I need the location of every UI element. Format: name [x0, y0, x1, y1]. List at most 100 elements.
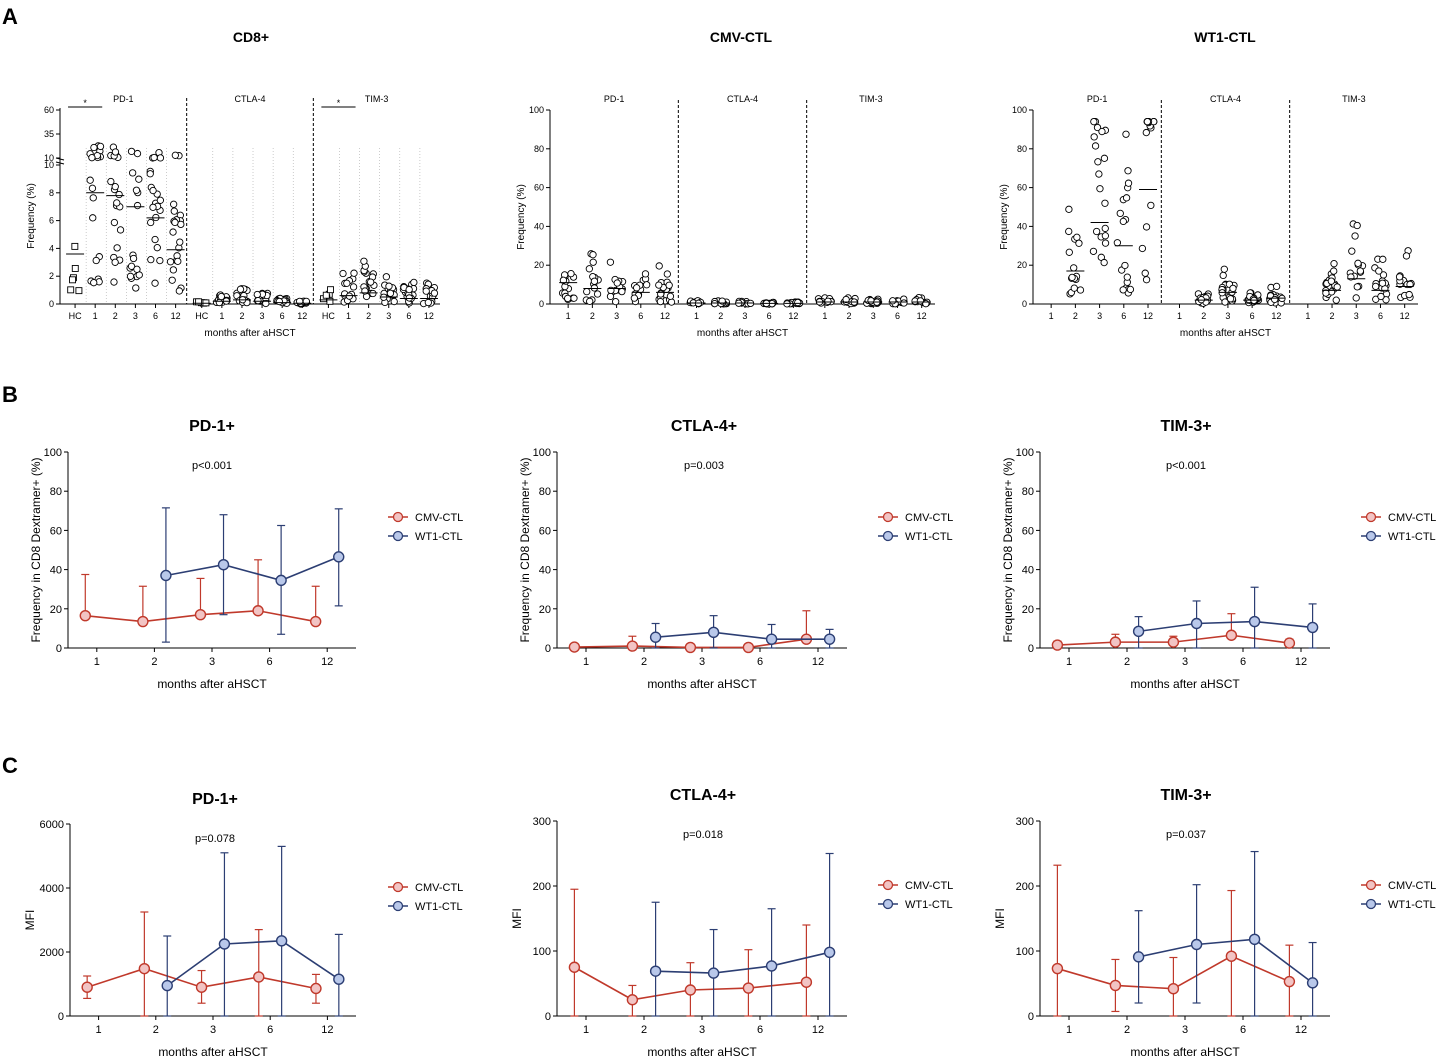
y-tick-label: 2000 — [40, 947, 64, 959]
series-point — [742, 641, 755, 654]
x-tick-label: 6 — [267, 1024, 273, 1036]
data-point — [1272, 282, 1281, 291]
y-axis-label: MFI — [23, 910, 37, 931]
data-point — [1070, 264, 1078, 272]
legend-marker — [882, 898, 894, 910]
x-tick-label: 2 — [718, 311, 723, 321]
x-tick-label: 12 — [812, 1024, 824, 1036]
series-point — [626, 640, 639, 652]
x-tick-label: 2 — [590, 311, 595, 321]
data-point — [1075, 239, 1083, 247]
x-tick-label: 3 — [1182, 1024, 1188, 1036]
y-axis-label: Frequency (%) — [26, 183, 37, 249]
legend-marker — [392, 900, 404, 912]
x-tick-label: 12 — [321, 656, 333, 668]
data-point — [559, 276, 568, 284]
x-tick-label: 12 — [1400, 311, 1410, 321]
y-tick-label: 100 — [1016, 946, 1034, 958]
panel-label-c: C — [2, 753, 18, 778]
y-tick-label: 200 — [1016, 881, 1034, 893]
data-point — [1333, 283, 1341, 291]
y-tick-label: 10 — [44, 153, 54, 163]
data-point — [339, 269, 347, 278]
series-point — [195, 981, 208, 993]
x-axis-label: months after aHSCT — [647, 677, 757, 691]
data-point — [667, 298, 676, 306]
legend-marker — [1365, 530, 1377, 542]
x-tick-label: 6 — [1240, 656, 1246, 668]
series-point — [1283, 975, 1296, 988]
group-label: PD-1 — [604, 94, 625, 104]
data-point — [1076, 286, 1085, 294]
series-point — [161, 979, 173, 992]
y-tick-label: 20 — [50, 604, 62, 616]
series-point — [1190, 938, 1203, 951]
x-tick-label: 2 — [151, 656, 157, 668]
data-point — [1065, 248, 1073, 256]
p-value: p<0.001 — [1166, 460, 1206, 472]
x-tick-label: 6 — [895, 311, 900, 321]
data-point — [1330, 260, 1338, 268]
y-tick-label: 0 — [58, 1011, 64, 1023]
data-point — [236, 285, 245, 293]
data-point — [612, 298, 620, 306]
x-tick-label: 2 — [1124, 1024, 1130, 1036]
data-point — [132, 186, 141, 194]
data-point — [593, 290, 602, 298]
data-point — [1352, 294, 1360, 302]
y-tick-label: 100 — [533, 447, 551, 459]
y-tick-label: 60 — [1022, 525, 1034, 537]
y-tick-label: 6 — [49, 216, 54, 226]
legend-label: WT1-CTL — [905, 899, 953, 911]
data-point — [1221, 298, 1229, 306]
data-point — [133, 265, 141, 273]
x-tick-label: 2 — [641, 656, 647, 668]
series-point — [765, 960, 778, 972]
x-tick-label: 2 — [366, 311, 371, 321]
data-point — [110, 218, 119, 227]
data-point — [583, 287, 591, 296]
data-point — [127, 262, 136, 270]
data-point — [1405, 290, 1413, 299]
x-tick-label: 1 — [583, 1024, 589, 1036]
series-point — [79, 609, 91, 622]
data-point — [170, 207, 178, 215]
y-tick-label: 4000 — [40, 883, 64, 895]
x-tick-label: 2 — [641, 1024, 647, 1036]
data-point — [1395, 273, 1404, 281]
x-tick-label: 6 — [1121, 311, 1126, 321]
data-point — [1101, 199, 1109, 207]
data-point — [360, 257, 368, 265]
y-tick-label: 60 — [44, 105, 54, 115]
x-tick-label: 2 — [1330, 311, 1335, 321]
x-tick-label: 1 — [96, 1024, 102, 1036]
x-tick-label: 12 — [1143, 311, 1153, 321]
y-axis-label: Frequency in CD8 Dextramer+ (%) — [29, 457, 43, 642]
data-point — [107, 177, 115, 186]
x-tick-label: 12 — [297, 311, 307, 321]
y-tick-label: 8 — [49, 188, 54, 198]
series-point — [1109, 979, 1122, 992]
data-point — [88, 184, 97, 192]
x-tick-label: 3 — [1225, 311, 1230, 321]
x-axis-label: months after aHSCT — [647, 1045, 757, 1056]
data-point — [1096, 185, 1104, 193]
y-tick-label: 0 — [49, 299, 54, 309]
data-point — [253, 290, 261, 299]
y-axis-label: Frequency in CD8 Dextramer+ (%) — [518, 457, 532, 642]
series-point — [765, 633, 778, 645]
legend-label: WT1-CTL — [1388, 899, 1436, 911]
data-point — [90, 279, 98, 287]
data-point — [110, 278, 118, 286]
data-point — [89, 214, 97, 222]
series-point — [823, 946, 836, 958]
data-point — [345, 292, 354, 300]
data-point — [1095, 170, 1103, 178]
data-point — [111, 148, 120, 156]
data-point — [900, 299, 908, 307]
data-point — [824, 297, 832, 305]
y-tick-label: 60 — [1017, 183, 1027, 193]
x-tick-label: 6 — [153, 311, 158, 321]
x-tick-label: 3 — [1182, 656, 1188, 668]
